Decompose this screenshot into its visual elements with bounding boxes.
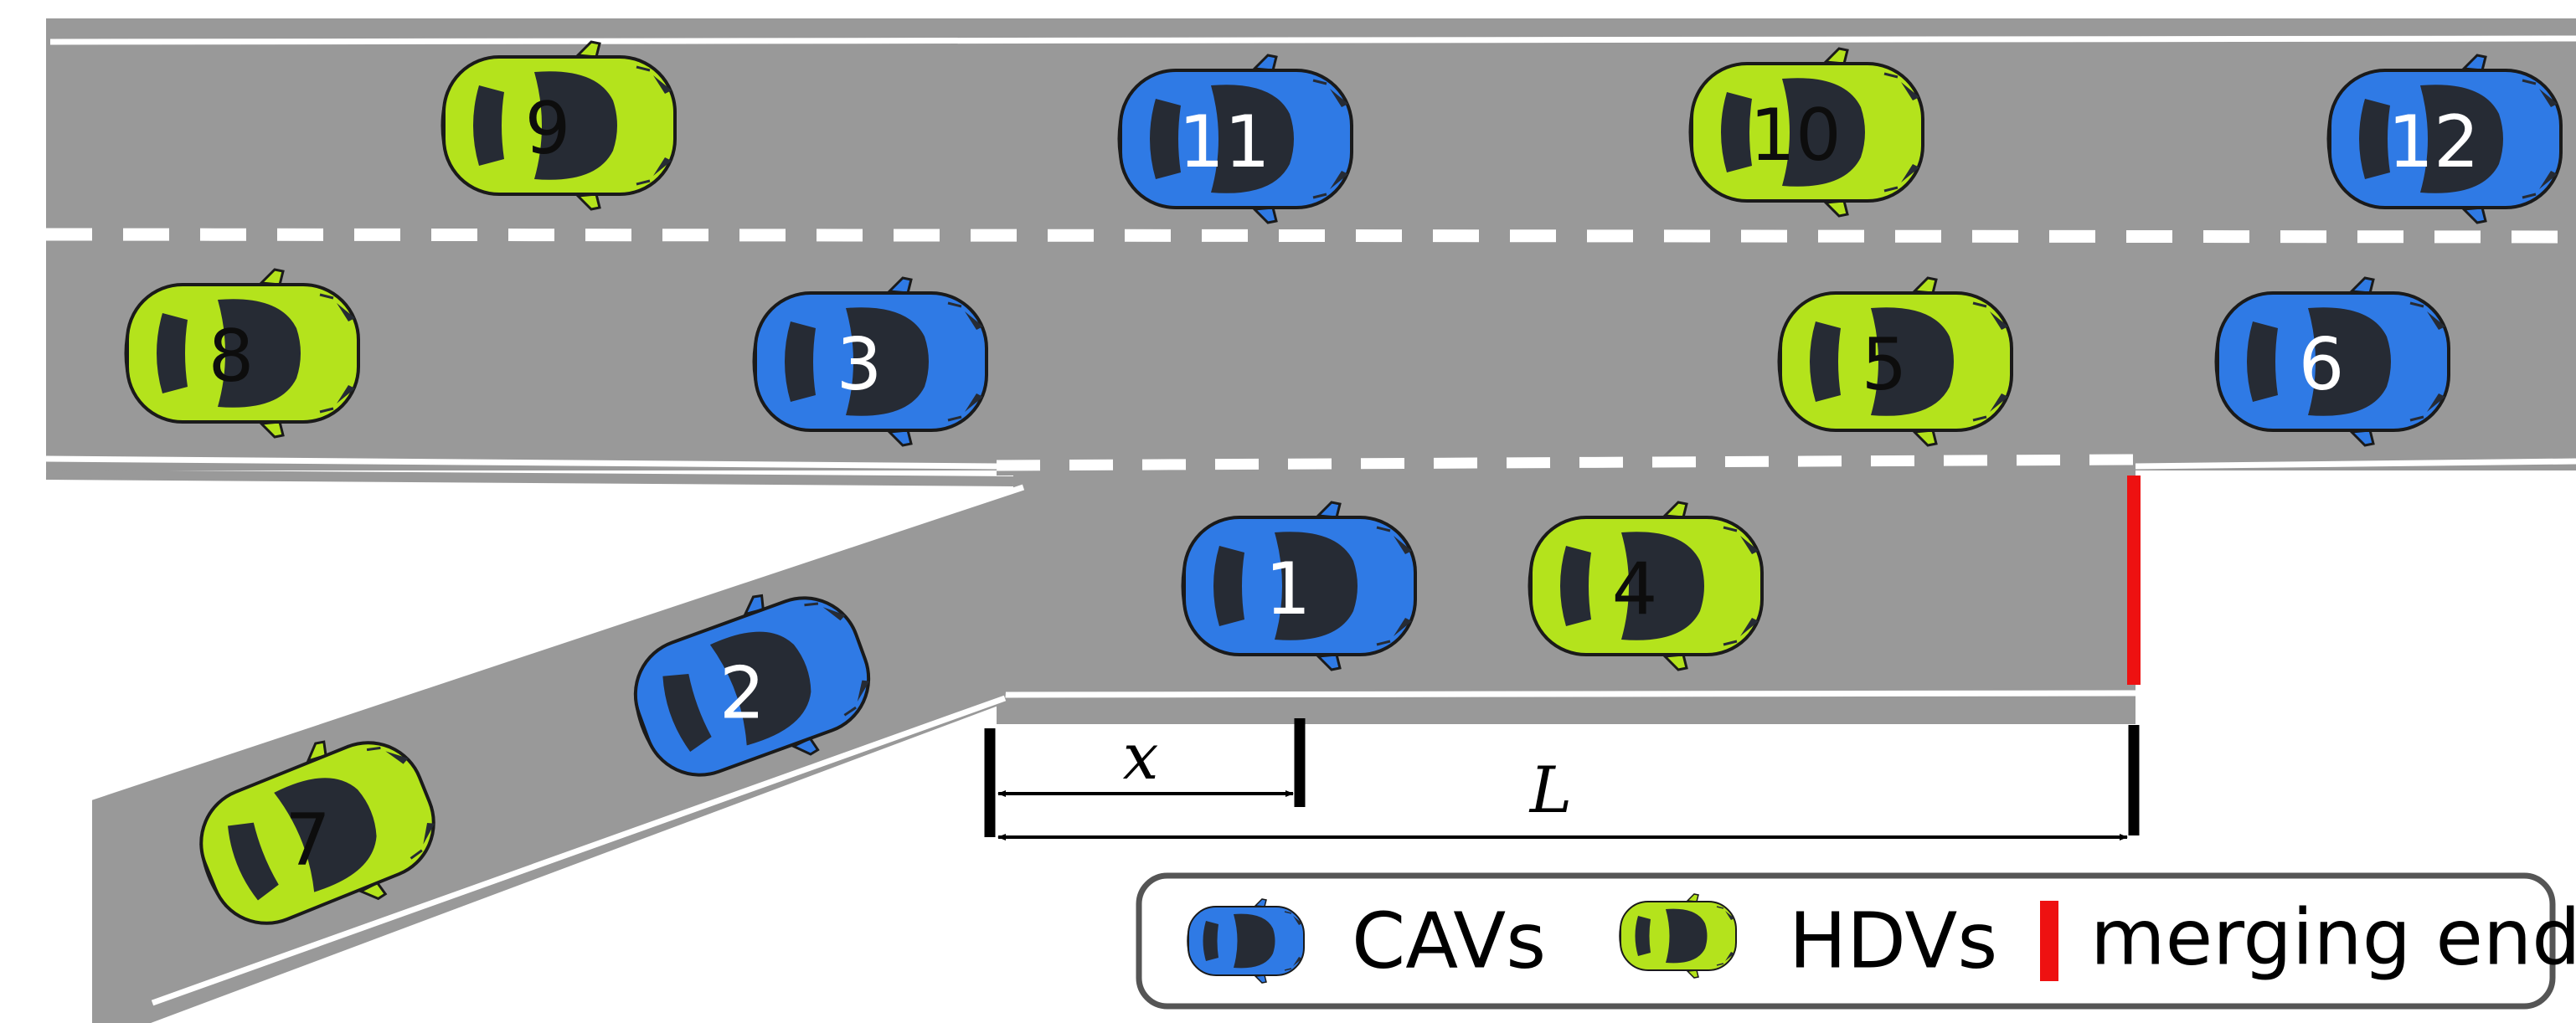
vehicle-6-cav: 6 (2214, 276, 2450, 447)
legend-box (1136, 872, 2556, 1010)
vehicle-9-hdv: 9 (440, 40, 677, 211)
vehicle-label: 3 (837, 323, 883, 407)
legend: CAVs HDVs merging end (1136, 872, 2576, 1010)
legend-merging-end-label: merging end (2090, 893, 2576, 983)
merge-lane-divider-dashed (996, 454, 2136, 471)
vehicle-label: 7 (285, 799, 331, 882)
vehicle-12-cav: 12 (2326, 54, 2563, 224)
vehicle-label: 1 (1265, 547, 1311, 631)
vehicle-5-hdv: 5 (1777, 276, 2013, 447)
L-dimension-label: L (1528, 753, 1572, 827)
vehicle-2-cav: 2 (633, 594, 871, 777)
vehicle-11-cav: 11 (1117, 54, 1353, 224)
vehicle-label: 8 (209, 315, 255, 398)
vehicle-label: 2 (719, 652, 765, 736)
vehicle-label: 10 (1749, 94, 1841, 177)
red-bar-icon (2040, 901, 2058, 981)
green-car-icon (1619, 893, 1737, 979)
vehicle-label: 11 (1178, 100, 1270, 184)
lane-divider-dashed (45, 228, 2576, 244)
vehicle-3-cav: 3 (752, 276, 988, 447)
vehicle-label: 9 (525, 87, 571, 171)
vehicle-10-hdv: 10 (1688, 47, 1924, 218)
vehicle-label: 4 (1612, 547, 1658, 631)
vehicle-label: 5 (1862, 323, 1908, 407)
blue-car-icon (1187, 898, 1305, 984)
vehicle-label: 12 (2388, 100, 2479, 184)
dimension-annotations: x L (984, 718, 2140, 841)
legend-hdv-label: HDVs (1789, 897, 1997, 986)
vehicle-7-hdv: 7 (199, 740, 435, 925)
on-ramp (0, 470, 1025, 1023)
vehicle-4-hdv: 4 (1528, 501, 1764, 671)
vehicle-label: 6 (2299, 323, 2345, 407)
vehicle-1-cav: 1 (1181, 501, 1417, 671)
legend-cav-label: CAVs (1352, 897, 1546, 986)
x-dimension-label: x (1123, 719, 1159, 794)
vehicle-8-hdv: 8 (124, 268, 360, 439)
